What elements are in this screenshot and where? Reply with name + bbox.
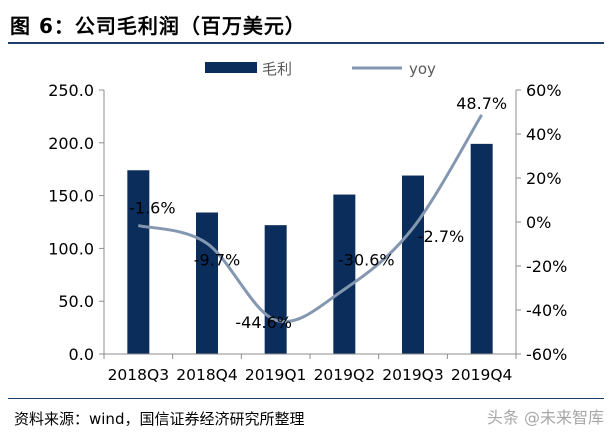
right-tick-label: -60%: [526, 345, 567, 364]
left-y-axis: 0.0 50.0 100.0 150.0 200.0 250.0: [48, 81, 105, 364]
yoy-data-label: -9.7%: [194, 250, 240, 269]
x-tick-label: 2019Q1: [245, 366, 307, 384]
bar: [333, 194, 356, 354]
yoy-data-label: -1.6%: [129, 199, 175, 218]
left-tick-label: 200.0: [48, 134, 94, 153]
legend-bar-swatch: [205, 62, 257, 73]
gross-profit-chart: 0.0 50.0 100.0 150.0 200.0 250.0 -60% -40% -20%…: [48, 60, 567, 384]
x-tick-label: 2019Q2: [314, 366, 376, 384]
bar-series: [127, 143, 493, 354]
right-tick-label: -40%: [526, 301, 567, 320]
right-tick-label: 0%: [526, 213, 551, 232]
right-tick-label: 20%: [526, 169, 562, 188]
yoy-line-series: -1.6% -9.7% -44.6% -30.6% -2.7% 48.7%: [129, 94, 507, 332]
legend-line-label: yoy: [409, 60, 436, 78]
x-tick-label: 2018Q3: [108, 366, 170, 384]
right-tick-label: 40%: [526, 125, 562, 144]
bar: [402, 175, 424, 354]
left-tick-label: 0.0: [69, 345, 94, 364]
left-tick-label: 100.0: [48, 239, 94, 258]
title-divider: [8, 42, 604, 44]
footer-divider: [8, 398, 604, 399]
x-tick-label: 2019Q3: [382, 366, 444, 384]
x-axis: 2018Q3 2018Q4 2019Q1 2019Q2 2019Q3 2019Q4: [103, 353, 517, 384]
bar: [196, 212, 218, 354]
left-tick-label: 50.0: [58, 292, 94, 311]
figure-header: 图 6：公司毛利润（百万美元）: [0, 0, 612, 46]
right-tick-label: -20%: [526, 257, 567, 276]
legend-bar-label: 毛利: [262, 60, 292, 78]
chart-legend: 毛利 yoy: [205, 60, 436, 78]
left-tick-label: 250.0: [48, 81, 94, 100]
yoy-data-label: 48.7%: [456, 94, 507, 113]
source-note: 资料来源：wind，国信证券经济研究所整理: [14, 410, 305, 428]
bar: [264, 225, 287, 354]
bar: [127, 170, 150, 354]
x-tick-label: 2019Q4: [451, 366, 513, 384]
yoy-line: [137, 114, 483, 324]
x-tick-label: 2018Q4: [176, 366, 238, 384]
figure-title: 图 6：公司毛利润（百万美元）: [10, 14, 306, 38]
right-y-axis: -60% -40% -20% 0% 20% 40% 60%: [515, 81, 567, 364]
yoy-data-label: -30.6%: [338, 250, 395, 269]
bar: [470, 143, 493, 354]
left-tick-label: 150.0: [48, 187, 94, 206]
yoy-data-label: -2.7%: [418, 227, 464, 246]
right-tick-label: 60%: [526, 81, 562, 100]
yoy-data-label: -44.6%: [235, 313, 292, 332]
watermark: 头条 @未来智库: [486, 408, 604, 427]
